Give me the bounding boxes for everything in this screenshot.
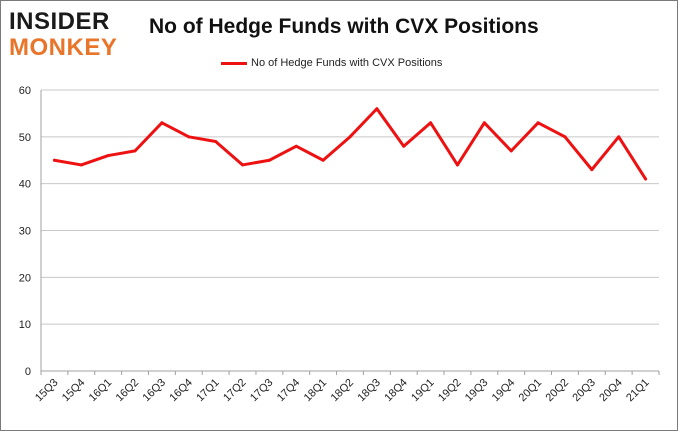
data-point-17Q1 <box>214 140 218 144</box>
data-point-20Q1 <box>536 121 540 125</box>
x-tick-label-16Q1: 16Q1 <box>87 377 115 405</box>
x-tick-label-16Q2: 16Q2 <box>114 377 142 405</box>
x-tick-label-19Q3: 19Q3 <box>463 377 491 405</box>
data-point-16Q1 <box>106 154 110 158</box>
x-tick-label-15Q3: 15Q3 <box>33 377 61 405</box>
x-tick-label-19Q4: 19Q4 <box>490 377 518 405</box>
x-tick-label-19Q2: 19Q2 <box>436 377 464 405</box>
data-point-16Q3 <box>160 121 164 125</box>
data-point-21Q1 <box>644 177 648 181</box>
data-point-15Q4 <box>79 163 83 167</box>
chart-title: No of Hedge Funds with CVX Positions <box>149 15 539 38</box>
x-tick-label-19Q1: 19Q1 <box>409 377 437 405</box>
x-tick-label-21Q1: 21Q1 <box>624 377 652 405</box>
data-point-15Q3 <box>52 158 56 162</box>
x-tick-label-20Q1: 20Q1 <box>517 377 545 405</box>
x-tick-label-18Q3: 18Q3 <box>355 377 383 405</box>
y-tick-label-20: 20 <box>19 272 31 284</box>
x-tick-label-16Q3: 16Q3 <box>141 377 169 405</box>
x-tick-label-16Q4: 16Q4 <box>167 377 195 405</box>
data-point-19Q3 <box>482 121 486 125</box>
data-point-20Q3 <box>590 168 594 172</box>
x-tick-label-17Q1: 17Q1 <box>194 377 222 405</box>
y-tick-label-30: 30 <box>19 226 31 238</box>
insider-monkey-logo: INSIDER MONKEY <box>9 7 127 59</box>
x-tick-label-20Q4: 20Q4 <box>597 377 625 405</box>
y-tick-label-40: 40 <box>19 179 31 191</box>
data-point-17Q4 <box>294 144 298 148</box>
y-tick-label-10: 10 <box>19 319 31 331</box>
x-tick-label-17Q3: 17Q3 <box>248 377 276 405</box>
data-point-18Q3 <box>375 107 379 111</box>
y-tick-label-60: 60 <box>19 85 31 97</box>
x-tick-label-18Q2: 18Q2 <box>329 377 357 405</box>
x-tick-label-18Q4: 18Q4 <box>382 377 410 405</box>
y-tick-label-0: 0 <box>25 366 31 378</box>
x-tick-label-17Q4: 17Q4 <box>275 377 303 405</box>
data-point-19Q2 <box>455 163 459 167</box>
data-point-19Q4 <box>509 149 513 153</box>
data-point-17Q2 <box>241 163 245 167</box>
data-point-19Q1 <box>429 121 433 125</box>
data-point-20Q4 <box>617 135 621 139</box>
data-point-20Q2 <box>563 135 567 139</box>
legend-label: No of Hedge Funds with CVX Positions <box>251 57 443 69</box>
x-tick-label-18Q1: 18Q1 <box>302 377 330 405</box>
x-tick-label-20Q2: 20Q2 <box>544 377 572 405</box>
data-point-16Q4 <box>187 135 191 139</box>
x-tick-label-17Q2: 17Q2 <box>221 377 249 405</box>
series-line-0 <box>52 107 648 181</box>
x-tick-label-15Q4: 15Q4 <box>60 377 88 405</box>
data-point-18Q2 <box>348 135 352 139</box>
legend-swatch <box>221 61 247 65</box>
y-tick-label-50: 50 <box>19 132 31 144</box>
logo-line1: INSIDER <box>9 8 110 35</box>
data-point-18Q1 <box>321 158 325 162</box>
legend: No of Hedge Funds with CVX Positions <box>221 55 442 71</box>
data-point-18Q4 <box>402 144 406 148</box>
data-point-17Q3 <box>267 158 271 162</box>
x-tick-label-20Q3: 20Q3 <box>570 377 598 405</box>
logo-line2: MONKEY <box>9 34 117 59</box>
data-point-16Q2 <box>133 149 137 153</box>
